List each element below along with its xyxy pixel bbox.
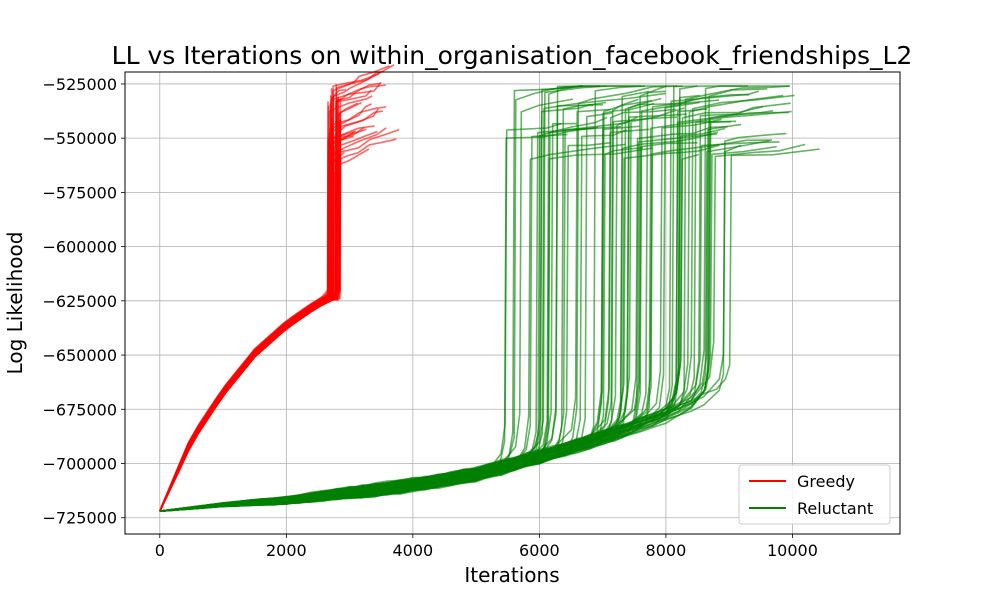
legend-reluctant-label: Reluctant [797, 499, 873, 518]
x-tick-label: 10000 [767, 541, 818, 560]
y-tick-label: −650000 [43, 346, 117, 365]
y-tick-label: −625000 [43, 292, 117, 311]
x-axis-label: Iterations [464, 563, 559, 587]
legend: Greedy Reluctant [738, 464, 891, 525]
x-tick-label: 8000 [646, 541, 687, 560]
y-tick-label: −550000 [43, 129, 117, 148]
y-axis-label: Log Likelihood [3, 232, 27, 375]
plot-area [125, 72, 900, 534]
legend-box [738, 464, 891, 525]
y-tick-label: −725000 [43, 509, 117, 528]
y-tick-label: −525000 [43, 75, 117, 94]
x-tick-label: 6000 [519, 541, 560, 560]
legend-greedy-label: Greedy [797, 472, 855, 491]
x-tick-label: 4000 [392, 541, 433, 560]
reluctant-run-line [159, 147, 653, 512]
x-tick-label: 2000 [266, 541, 307, 560]
y-tick-label: −600000 [43, 238, 117, 257]
plot-lines [159, 64, 820, 512]
y-tick-label: −575000 [43, 183, 117, 202]
y-tick-label: −700000 [43, 455, 117, 474]
reluctant-run-line [159, 143, 626, 512]
x-tick-label: 0 [155, 541, 165, 560]
chart-title: LL vs Iterations on within_organisation_… [112, 41, 913, 70]
plot-frame [124, 71, 901, 535]
axis-ticks: 0 2000 4000 6000 8000 10000 −525000 −550000 −575… [43, 75, 818, 560]
reluctant-run-line [159, 153, 700, 512]
greedy-run-line [159, 172, 336, 512]
y-tick-label: −675000 [43, 400, 117, 419]
greedy-run-line [159, 166, 340, 512]
